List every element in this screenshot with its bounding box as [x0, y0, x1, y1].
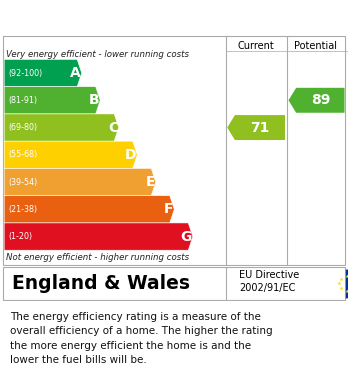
Text: EU Directive
2002/91/EC: EU Directive 2002/91/EC — [239, 270, 300, 293]
Text: E: E — [145, 175, 155, 189]
Polygon shape — [288, 88, 345, 113]
Polygon shape — [4, 59, 82, 87]
Polygon shape — [4, 196, 174, 223]
Text: Energy Efficiency Rating: Energy Efficiency Rating — [9, 11, 230, 26]
Text: Very energy efficient - lower running costs: Very energy efficient - lower running co… — [6, 50, 189, 59]
Text: F: F — [164, 202, 174, 216]
Text: England & Wales: England & Wales — [12, 274, 190, 293]
Text: (81-91): (81-91) — [8, 96, 38, 105]
Text: (92-100): (92-100) — [8, 68, 42, 77]
Polygon shape — [227, 115, 285, 140]
Polygon shape — [4, 223, 193, 250]
Text: B: B — [89, 93, 100, 107]
Text: (69-80): (69-80) — [8, 123, 38, 132]
Text: (39-54): (39-54) — [8, 178, 38, 187]
Text: (55-68): (55-68) — [8, 150, 38, 159]
Text: The energy efficiency rating is a measure of the
overall efficiency of a home. T: The energy efficiency rating is a measur… — [10, 312, 273, 365]
Text: 71: 71 — [250, 120, 270, 135]
Text: Potential: Potential — [294, 41, 337, 50]
Text: (21-38): (21-38) — [8, 205, 38, 214]
Text: C: C — [108, 120, 118, 135]
FancyBboxPatch shape — [345, 269, 348, 298]
Text: G: G — [181, 230, 192, 244]
Text: (1-20): (1-20) — [8, 232, 32, 241]
Polygon shape — [4, 114, 119, 141]
Polygon shape — [4, 141, 137, 169]
Text: 89: 89 — [311, 93, 330, 107]
Polygon shape — [4, 169, 156, 196]
Text: A: A — [70, 66, 81, 80]
Text: Not energy efficient - higher running costs: Not energy efficient - higher running co… — [6, 253, 189, 262]
Text: Current: Current — [238, 41, 275, 50]
Polygon shape — [4, 87, 100, 114]
Text: D: D — [125, 148, 136, 162]
